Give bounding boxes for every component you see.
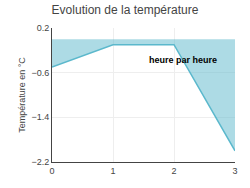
svg-text:2: 2 bbox=[171, 166, 176, 176]
svg-text:3: 3 bbox=[232, 166, 237, 176]
svg-text:0.2: 0.2 bbox=[37, 23, 50, 33]
svg-text:1: 1 bbox=[110, 166, 115, 176]
svg-text:heure par heure: heure par heure bbox=[149, 55, 217, 65]
svg-text:−2.2: −2.2 bbox=[31, 157, 49, 167]
svg-text:0: 0 bbox=[49, 166, 54, 176]
svg-text:Evolution de la température: Evolution de la température bbox=[52, 3, 199, 17]
svg-text:−1.4: −1.4 bbox=[31, 112, 49, 122]
svg-text:−0.6: −0.6 bbox=[31, 68, 49, 78]
svg-text:Température en °C: Température en °C bbox=[17, 57, 27, 133]
